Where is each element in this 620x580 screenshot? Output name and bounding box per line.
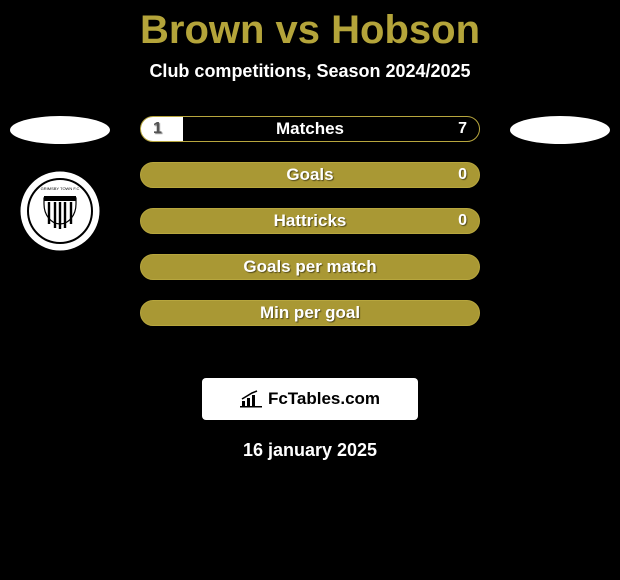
bar-value-right: 0: [458, 163, 467, 187]
stat-bar: Hattricks0: [140, 208, 480, 234]
date-text: 16 january 2025: [0, 440, 620, 461]
club-badge-icon: GRIMSBY TOWN F.C: [19, 170, 101, 252]
player-right-oval-bottom: [510, 184, 610, 212]
left-player-column: GRIMSBY TOWN F.C: [0, 116, 120, 252]
watermark: FcTables.com: [202, 378, 418, 420]
bar-label: Matches: [141, 117, 479, 141]
player-right-oval-top: [510, 116, 610, 144]
stat-bar: Matches1 7: [140, 116, 480, 142]
stats-area: GRIMSBY TOWN F.C Matches17Goals0Hattrick…: [0, 116, 620, 356]
watermark-text: FcTables.com: [268, 389, 380, 409]
stat-bar: Goals0: [140, 162, 480, 188]
chart-icon: [240, 390, 262, 408]
club-badge-left: GRIMSBY TOWN F.C: [19, 170, 101, 252]
page-title: Brown vs Hobson: [0, 0, 620, 53]
bar-value-right: 7: [458, 117, 467, 141]
bar-label: Min per goal: [141, 301, 479, 325]
bar-label: Goals per match: [141, 255, 479, 279]
stat-bar: Min per goal: [140, 300, 480, 326]
stat-bar: Goals per match: [140, 254, 480, 280]
bar-value-left: 1: [153, 117, 162, 141]
right-player-column: [500, 116, 620, 212]
svg-text:GRIMSBY TOWN F.C: GRIMSBY TOWN F.C: [41, 186, 80, 191]
bar-label: Goals: [141, 163, 479, 187]
stat-bars: Matches17Goals0Hattricks0Goals per match…: [140, 116, 480, 326]
page-subtitle: Club competitions, Season 2024/2025: [0, 61, 620, 82]
player-left-oval: [10, 116, 110, 144]
bar-label: Hattricks: [141, 209, 479, 233]
content-root: Brown vs Hobson Club competitions, Seaso…: [0, 0, 620, 580]
bar-value-right: 0: [458, 209, 467, 233]
